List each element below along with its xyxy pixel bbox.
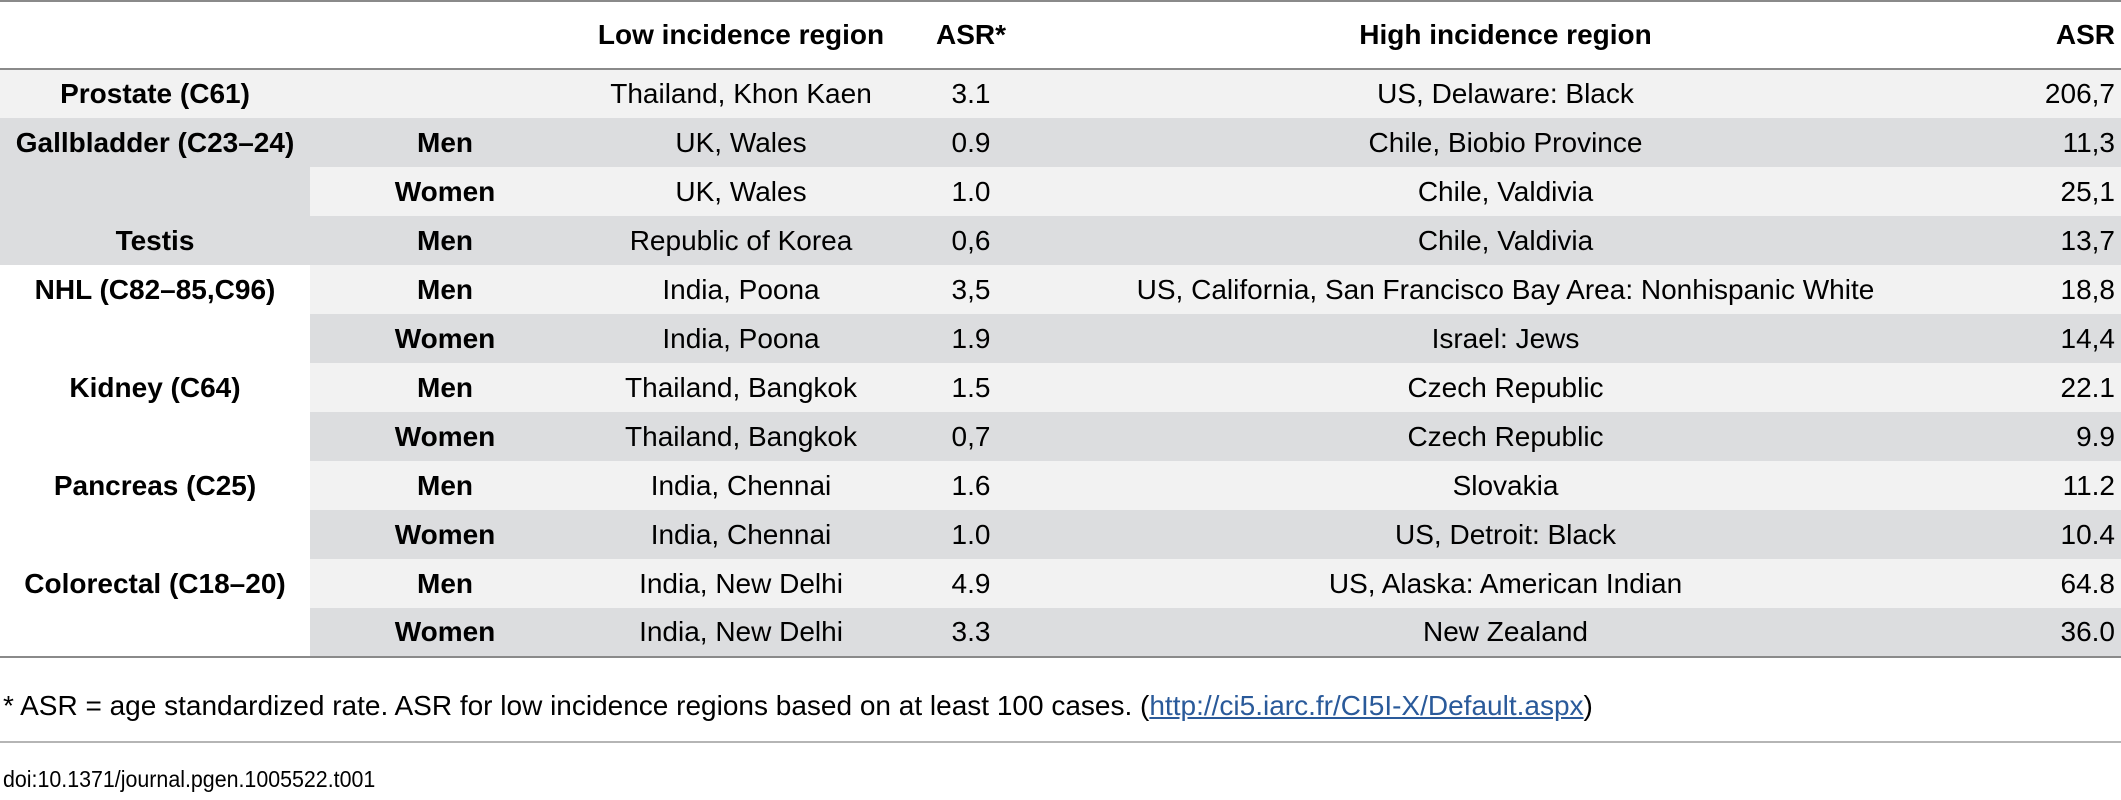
low-asr-cell: 0,7 [902,412,1040,461]
low-asr-cell: 3,5 [902,265,1040,314]
low-region-cell: India, Chennai [580,510,902,559]
high-asr-cell: 11,3 [1971,118,2121,167]
low-region-cell: Thailand, Bangkok [580,363,902,412]
cancer-site-cell [0,167,310,216]
sex-cell: Men [310,559,580,608]
source-link[interactable]: http://ci5.iarc.fr/CI5I-X/Default.aspx [1149,690,1584,721]
high-region-cell: Czech Republic [1040,363,1971,412]
header-cancer [0,0,310,70]
low-asr-cell: 3.3 [902,608,1040,658]
high-asr-cell: 36.0 [1971,608,2121,658]
table-row: Women Thailand, Bangkok 0,7 Czech Republ… [0,412,2121,461]
table-row: Pancreas (C25) Men India, Chennai 1.6 Sl… [0,461,2121,510]
high-asr-cell: 9.9 [1971,412,2121,461]
table-row: Women India, Poona 1.9 Israel: Jews 14,4 [0,314,2121,363]
high-region-cell: Israel: Jews [1040,314,1971,363]
low-asr-cell: 1.0 [902,167,1040,216]
cancer-site-cell [0,412,310,461]
low-region-cell: India, Poona [580,314,902,363]
sex-cell: Women [310,167,580,216]
cancer-site-cell: Pancreas (C25) [0,461,310,510]
high-asr-cell: 25,1 [1971,167,2121,216]
header-low-region: Low incidence region [580,0,902,70]
cancer-site-cell: Kidney (C64) [0,363,310,412]
cancer-site-cell: Testis [0,216,310,265]
table-row: Women India, New Delhi 3.3 New Zealand 3… [0,608,2121,658]
low-region-cell: India, New Delhi [580,608,902,658]
header-high-region: High incidence region [1040,0,1971,70]
low-asr-cell: 4.9 [902,559,1040,608]
low-region-cell: India, New Delhi [580,559,902,608]
sex-cell: Women [310,412,580,461]
table-row: Testis Men Republic of Korea 0,6 Chile, … [0,216,2121,265]
sex-cell: Women [310,314,580,363]
high-asr-cell: 206,7 [1971,69,2121,118]
high-region-cell: US, Delaware: Black [1040,69,1971,118]
low-region-cell: UK, Wales [580,167,902,216]
table-row: Prostate (C61) Thailand, Khon Kaen 3.1 U… [0,69,2121,118]
cancer-site-cell [0,510,310,559]
low-asr-cell: 1.6 [902,461,1040,510]
high-asr-cell: 11.2 [1971,461,2121,510]
cancer-site-cell: Prostate (C61) [0,69,310,118]
low-asr-cell: 0.9 [902,118,1040,167]
low-region-cell: India, Chennai [580,461,902,510]
cancer-site-cell [0,314,310,363]
sex-cell: Men [310,265,580,314]
low-asr-cell: 1.5 [902,363,1040,412]
high-asr-cell: 18,8 [1971,265,2121,314]
high-asr-cell: 22.1 [1971,363,2121,412]
table-row: NHL (C82–85,C96) Men India, Poona 3,5 US… [0,265,2121,314]
header-high-asr: ASR [1971,0,2121,70]
cancer-site-cell [0,608,310,658]
high-region-cell: Slovakia [1040,461,1971,510]
footnote-divider [0,741,2121,743]
cancer-site-cell: Gallbladder (C23–24) [0,118,310,167]
header-sex [310,0,580,70]
cancer-site-cell: Colorectal (C18–20) [0,559,310,608]
cancer-site-cell: NHL (C82–85,C96) [0,265,310,314]
low-asr-cell: 3.1 [902,69,1040,118]
incidence-table: Low incidence region ASR* High incidence… [0,0,2121,658]
high-region-cell: Chile, Biobio Province [1040,118,1971,167]
header-low-asr: ASR* [902,0,1040,70]
header-row: Low incidence region ASR* High incidence… [0,0,2121,70]
high-region-cell: US, Alaska: American Indian [1040,559,1971,608]
sex-cell [310,69,580,118]
low-region-cell: Thailand, Bangkok [580,412,902,461]
sex-cell: Men [310,216,580,265]
doi-label: doi:10.1371/journal.pgen.1005522.t001 [3,766,376,792]
table-row: Colorectal (C18–20) Men India, New Delhi… [0,559,2121,608]
table-row: Kidney (C64) Men Thailand, Bangkok 1.5 C… [0,363,2121,412]
table-row: Women UK, Wales 1.0 Chile, Valdivia 25,1 [0,167,2121,216]
low-asr-cell: 1.0 [902,510,1040,559]
footnote-close-paren: ) [1583,690,1593,721]
low-region-cell: UK, Wales [580,118,902,167]
high-region-cell: US, Detroit: Black [1040,510,1971,559]
footnote-text: * ASR = age standardized rate. ASR for l… [3,690,1150,721]
high-region-cell: Chile, Valdivia [1040,216,1971,265]
low-region-cell: Thailand, Khon Kaen [580,69,902,118]
sex-cell: Men [310,363,580,412]
low-asr-cell: 0,6 [902,216,1040,265]
table-row: Women India, Chennai 1.0 US, Detroit: Bl… [0,510,2121,559]
high-region-cell: Chile, Valdivia [1040,167,1971,216]
low-region-cell: India, Poona [580,265,902,314]
sex-cell: Women [310,510,580,559]
high-asr-cell: 10.4 [1971,510,2121,559]
high-region-cell: US, California, San Francisco Bay Area: … [1040,265,1971,314]
table-footnote: * ASR = age standardized rate. ASR for l… [3,690,1593,722]
high-region-cell: Czech Republic [1040,412,1971,461]
sex-cell: Men [310,118,580,167]
table-row: Gallbladder (C23–24) Men UK, Wales 0.9 C… [0,118,2121,167]
sex-cell: Women [310,608,580,658]
sex-cell: Men [310,461,580,510]
low-asr-cell: 1.9 [902,314,1040,363]
high-region-cell: New Zealand [1040,608,1971,658]
low-region-cell: Republic of Korea [580,216,902,265]
high-asr-cell: 14,4 [1971,314,2121,363]
high-asr-cell: 64.8 [1971,559,2121,608]
high-asr-cell: 13,7 [1971,216,2121,265]
